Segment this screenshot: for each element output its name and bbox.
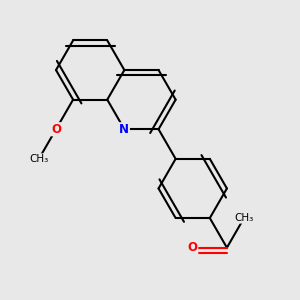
Text: N: N (119, 123, 129, 136)
Text: O: O (51, 123, 61, 136)
Text: CH₃: CH₃ (29, 154, 49, 164)
Text: O: O (188, 241, 198, 254)
Text: CH₃: CH₃ (234, 213, 254, 223)
